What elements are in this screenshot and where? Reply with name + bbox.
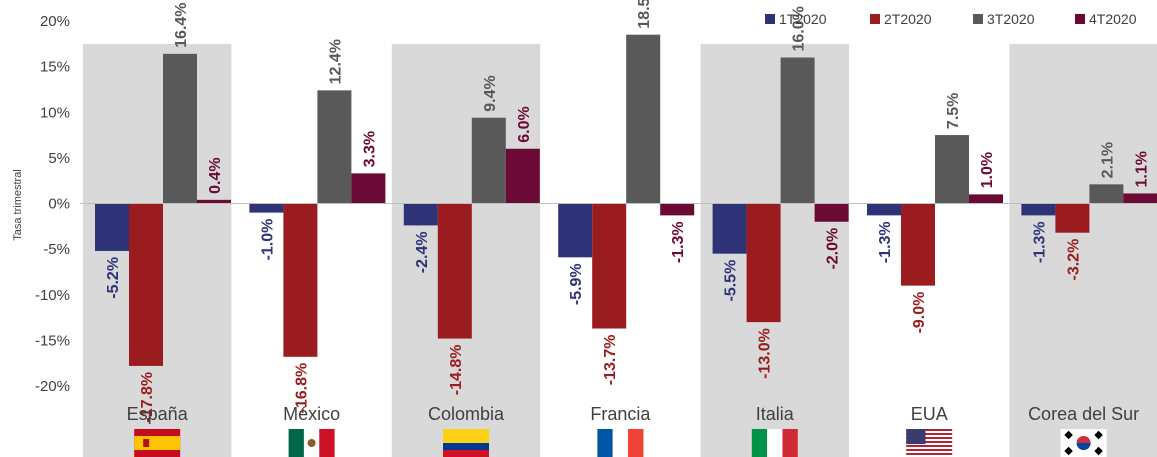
category-label: Francia — [590, 404, 651, 424]
bar-4t2020 — [814, 203, 849, 222]
y-tick-label: 0% — [48, 196, 70, 213]
category-label: Corea del Sur — [1028, 404, 1139, 424]
data-label: 9.4% — [482, 75, 499, 111]
bar-2t2020 — [437, 203, 472, 339]
bar-4t2020 — [505, 148, 540, 204]
south-korea-flag-icon — [1060, 429, 1107, 457]
flags — [134, 429, 1107, 457]
data-label: 2.1% — [1099, 142, 1116, 178]
category-label: España — [127, 404, 189, 424]
italy-flag-icon — [751, 429, 798, 457]
group-background — [1009, 44, 1157, 457]
y-tick-label: -20% — [35, 378, 70, 395]
data-label: 6.0% — [516, 106, 533, 142]
y-tick-label: -10% — [35, 287, 70, 304]
data-label: 16.4% — [173, 2, 190, 47]
data-label: 1.1% — [1133, 151, 1150, 187]
data-label: -17.8% — [139, 372, 156, 423]
data-label: -2.0% — [825, 228, 842, 270]
data-label: -1.3% — [670, 221, 687, 263]
legend-swatch — [973, 14, 983, 24]
legend-swatch — [765, 14, 775, 24]
category-label: Colombia — [428, 404, 505, 424]
data-label: 1.0% — [979, 152, 996, 188]
data-label: -1.3% — [1031, 221, 1048, 263]
y-axis: -20% -15% -10% -5% 0% 5% 10% 15% 20% — [35, 13, 70, 395]
y-tick-label: 10% — [40, 104, 70, 121]
data-label: -16.8% — [293, 363, 310, 414]
colombia-flag-icon — [443, 429, 489, 457]
bar-1t2020 — [558, 203, 593, 258]
bar-3t2020 — [626, 34, 661, 204]
france-flag-icon — [597, 429, 644, 457]
legend-label: 4T2020 — [1089, 11, 1137, 27]
data-label: -2.4% — [414, 231, 431, 273]
bar-3t2020 — [471, 117, 506, 204]
category-label: EUA — [911, 404, 948, 424]
bar-4t2020 — [660, 203, 695, 216]
data-labels: -5.2% -1.0% -2.4% -5.9% -5.5% -1.3% -1.3% -17.8… — [105, 0, 1150, 423]
bar-4t2020 — [1123, 193, 1157, 204]
legend-swatch — [1075, 14, 1085, 24]
mexico-flag-icon — [288, 429, 335, 457]
spain-flag-icon — [134, 429, 181, 457]
bar-4t2020 — [969, 194, 1003, 204]
bar-3t2020 — [935, 135, 969, 204]
y-tick-label: -5% — [43, 241, 70, 258]
data-label: -5.9% — [568, 263, 585, 305]
data-label: -13.7% — [602, 335, 619, 386]
data-label: -1.3% — [877, 221, 894, 263]
y-tick-label: 20% — [40, 13, 70, 30]
data-label: -1.0% — [259, 219, 276, 261]
bar-4t2020 — [197, 199, 231, 204]
data-label: 0.4% — [207, 157, 224, 193]
bars — [95, 34, 1157, 366]
data-label: -5.2% — [105, 257, 122, 299]
bar-1t2020 — [712, 203, 747, 254]
bar-1t2020 — [867, 203, 901, 216]
bar-1t2020 — [1021, 203, 1056, 216]
category-labels: España México Colombia Francia Italia EUA Core… — [127, 404, 1139, 424]
y-tick-label: 15% — [40, 59, 70, 76]
bar-2t2020 — [1055, 203, 1090, 233]
usa-flag-icon — [906, 429, 953, 457]
legend-swatch — [870, 14, 880, 24]
legend-label: 1T2020 — [779, 11, 827, 27]
bar-1t2020 — [249, 203, 284, 213]
data-label: -5.5% — [723, 260, 740, 302]
bar-2t2020 — [746, 203, 781, 323]
legend-label: 2T2020 — [884, 11, 932, 27]
data-label: 7.5% — [945, 93, 962, 129]
data-label: 12.4% — [327, 39, 344, 84]
y-axis-label: Tasa trimestral — [12, 169, 24, 241]
bar-3t2020 — [317, 90, 352, 204]
data-label: -3.2% — [1065, 239, 1082, 281]
legend-label: 3T2020 — [987, 11, 1035, 27]
y-tick-label: 5% — [48, 150, 70, 167]
category-label: México — [283, 404, 340, 424]
bar-1t2020 — [403, 203, 438, 226]
data-label: -14.8% — [448, 345, 465, 396]
bar-3t2020 — [1089, 184, 1124, 204]
data-label: 16.0% — [791, 6, 808, 51]
data-label: -13.0% — [757, 328, 774, 379]
data-label: -9.0% — [911, 292, 928, 334]
bar-2t2020 — [283, 203, 318, 357]
bar-2t2020 — [129, 203, 163, 366]
bar-1t2020 — [95, 203, 129, 251]
bar-2t2020 — [592, 203, 627, 329]
y-tick-label: -15% — [35, 332, 70, 349]
data-label: 3.3% — [361, 131, 378, 167]
legend: 1T2020 2T2020 3T2020 4T2020 — [765, 11, 1137, 27]
bar-2t2020 — [901, 203, 935, 286]
bar-4t2020 — [351, 173, 386, 204]
data-label: 18.5% — [636, 0, 653, 29]
category-label: Italia — [756, 404, 795, 424]
bar-3t2020 — [163, 53, 197, 204]
bar-3t2020 — [780, 57, 815, 204]
